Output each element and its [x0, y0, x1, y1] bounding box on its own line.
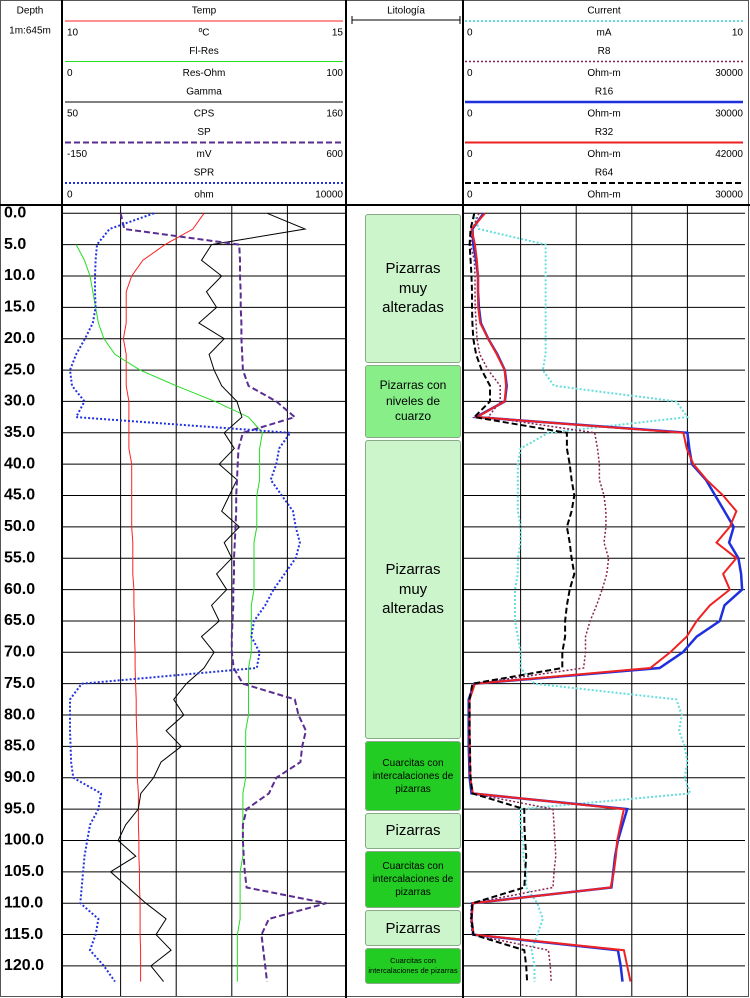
- curve-unit: CPS: [194, 109, 215, 120]
- curve-name: R32: [595, 127, 614, 138]
- lithology-unit: Pizarras: [365, 813, 461, 849]
- y-tick-label: 55.0: [4, 549, 35, 566]
- curve-min: 0: [467, 68, 473, 79]
- lithology-label: Pizarras muy alteradas: [382, 561, 444, 618]
- y-tick-label: 105.0: [4, 863, 44, 880]
- y-tick-label: 100.0: [4, 832, 44, 849]
- depth-scale: 1m:645m: [9, 26, 51, 37]
- y-tick-label: 60.0: [4, 581, 35, 598]
- y-tick-label: 95.0: [4, 800, 35, 817]
- curve: [119, 213, 327, 982]
- y-tick-label: 45.0: [4, 487, 35, 504]
- curve-unit: Ohm-m: [587, 149, 620, 160]
- curve: [468, 213, 576, 982]
- curve-min: 0: [467, 149, 473, 160]
- lithology-unit: Pizarras muy alteradas: [365, 214, 461, 363]
- y-tick-label: 70.0: [4, 644, 35, 661]
- y-tick-label: 30.0: [4, 393, 35, 410]
- curve: [75, 244, 263, 982]
- curve-max: 600: [326, 149, 343, 160]
- lithology-title: Litología: [387, 6, 425, 17]
- curve-max: 10: [732, 28, 744, 39]
- depth-title: Depth: [17, 6, 44, 17]
- curve-unit: ohm: [194, 190, 213, 201]
- curve-unit: mA: [597, 28, 612, 39]
- curve-unit: mV: [197, 149, 212, 160]
- y-tick-label: 65.0: [4, 612, 35, 629]
- curve-max: 30000: [715, 190, 743, 201]
- curve-min: 0: [67, 68, 73, 79]
- y-tick-label: 110.0: [4, 894, 43, 911]
- lithology-unit: Pizarras muy alteradas: [365, 440, 461, 740]
- y-tick-label: 90.0: [4, 769, 35, 786]
- lithology-label: Cuarcitas con intercalaciones de pizarra…: [372, 861, 454, 899]
- y-tick-label: 5.0: [4, 236, 26, 253]
- y-tick-label: 20.0: [4, 330, 35, 347]
- curve-unit: Ohm-m: [587, 190, 620, 201]
- curve-max: 160: [326, 109, 343, 120]
- lithology-label: Cuarcitas con intercalaciones de pizarra…: [372, 757, 454, 795]
- curve-min: -150: [67, 149, 87, 160]
- curve: [122, 213, 205, 982]
- lithology-unit: Pizarras con niveles de cuarzo: [365, 364, 461, 439]
- y-tick-label: 75.0: [4, 675, 35, 692]
- lithology-unit: Pizarras: [365, 910, 461, 947]
- curve: [109, 212, 307, 982]
- y-tick-label: 10.0: [4, 267, 35, 284]
- y-tick-label: 85.0: [4, 738, 35, 755]
- curve-name: Temp: [192, 6, 217, 17]
- curve-name: R8: [598, 46, 611, 57]
- curve-name: R16: [595, 87, 614, 98]
- curve-max: 15: [332, 28, 344, 39]
- curve-min: 10: [67, 28, 79, 39]
- curve-name: Gamma: [186, 87, 222, 98]
- lithology-label: Pizarras: [385, 919, 441, 937]
- lithology-label: Pizarras muy alteradas: [382, 260, 444, 317]
- lithology-label: Cuarcitas con intercalaciones de pizarra…: [368, 956, 458, 975]
- lithology-unit: Cuarcitas con intercalaciones de pizarra…: [365, 850, 461, 909]
- y-tick-label: 40.0: [4, 455, 35, 472]
- curve-min: 0: [467, 190, 473, 201]
- curve-unit: Ohm-m: [587, 109, 620, 120]
- curve-name: Current: [587, 6, 621, 17]
- curve-min: 50: [67, 109, 79, 120]
- curve-max: 100: [326, 68, 343, 79]
- curve: [68, 212, 301, 983]
- curve-min: 0: [467, 109, 473, 120]
- y-tick-label: 25.0: [4, 361, 35, 378]
- curve-name: SP: [197, 127, 211, 138]
- curve: [472, 212, 692, 982]
- curve: [468, 212, 738, 982]
- lithology-unit: Cuarcitas con intercalaciones de pizarra…: [365, 948, 461, 984]
- curve-min: 0: [67, 190, 73, 201]
- curve: [468, 213, 610, 982]
- track-curves: [467, 212, 744, 982]
- y-tick-label: 35.0: [4, 424, 35, 441]
- track-curves: [68, 212, 327, 983]
- y-tick-label: 115.0: [4, 926, 43, 943]
- y-tick-label: 120.0: [4, 957, 44, 974]
- curve-max: 30000: [715, 68, 743, 79]
- lithology-label: Pizarras: [385, 822, 441, 840]
- curve-name: Fl-Res: [189, 46, 218, 57]
- curve-max: 42000: [715, 149, 743, 160]
- y-tick-label: 80.0: [4, 706, 35, 723]
- curve-unit: ºC: [199, 28, 210, 39]
- lithology-label: Pizarras con niveles de cuarzo: [379, 378, 447, 424]
- y-tick-label: 50.0: [4, 518, 35, 535]
- curve-max: 10000: [315, 190, 343, 201]
- curve-name: R64: [595, 168, 614, 179]
- curve-unit: Res-Ohm: [183, 68, 226, 79]
- lithology-unit: Cuarcitas con intercalaciones de pizarra…: [365, 741, 461, 812]
- y-tick-label: 0.0: [4, 204, 26, 221]
- curve: [467, 212, 744, 982]
- y-tick-label: 15.0: [4, 299, 35, 316]
- curve-min: 0: [467, 28, 473, 39]
- curve-unit: Ohm-m: [587, 68, 620, 79]
- curve-name: SPR: [194, 168, 215, 179]
- curve-max: 30000: [715, 109, 743, 120]
